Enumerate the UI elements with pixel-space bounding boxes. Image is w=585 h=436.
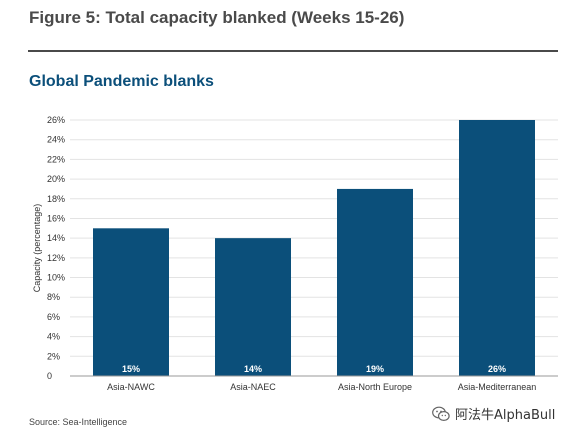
y-tick-label: 2% [47, 351, 60, 361]
wechat-icon [432, 406, 450, 421]
x-category-label: Asia-NAEC [230, 382, 276, 392]
y-tick-label: 26% [47, 115, 65, 125]
bar-asia-north-europe [337, 188, 413, 376]
bars [93, 120, 535, 376]
chart-title: Global Pandemic blanks [29, 73, 214, 90]
y-tick-label: 20% [47, 174, 65, 184]
bar-asia-mediterranean [459, 120, 535, 376]
y-tick-label: 12% [47, 253, 65, 263]
y-tick-label: 4% [47, 332, 60, 342]
y-tick-label: 18% [47, 194, 65, 204]
y-tick-label: 8% [47, 292, 60, 302]
data-label: 26% [488, 364, 506, 374]
bar-asia-naec [215, 238, 291, 376]
y-tick-label: 6% [47, 312, 60, 322]
y-tick-label: 22% [47, 154, 65, 164]
data-label: 15% [122, 364, 140, 374]
data-label: 19% [366, 364, 384, 374]
title-divider [28, 50, 558, 52]
y-tick-label: 24% [47, 135, 65, 145]
watermark-text: 阿法牛AlphaBull [455, 408, 556, 423]
x-category-label: Asia-NAWC [107, 382, 155, 392]
watermark: 阿法牛AlphaBull [432, 404, 555, 423]
y-tick-label: 14% [47, 233, 65, 243]
bar-asia-nawc [93, 228, 169, 376]
x-category-label: Asia-North Europe [338, 382, 412, 392]
y-axis-title: Capacity (percentage) [32, 204, 42, 293]
data-label: 14% [244, 364, 262, 374]
y-tick-label: 16% [47, 213, 65, 223]
y-axis-ticks: 0 2% 4% 6% 8% 10% 12% 14% 16% 18% 20% 22% 24% 26% [47, 115, 65, 381]
x-category-label: Asia-Mediterranean [458, 382, 537, 392]
source-note: Source: Sea-Intelligence [29, 417, 128, 427]
x-axis-categories: Asia-NAWC Asia-NAEC Asia-North Europe Asia-… [107, 382, 536, 392]
y-tick-label: 0 [47, 371, 52, 381]
figure-title: Figure 5: Total capacity blanked (Weeks … [29, 8, 405, 27]
data-labels: 15% 14% 19% 26% [122, 364, 506, 374]
y-tick-label: 10% [47, 273, 65, 283]
